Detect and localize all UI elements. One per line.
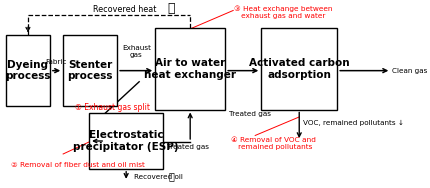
Text: ② Removal of fiber dust and oil mist: ② Removal of fiber dust and oil mist bbox=[11, 162, 145, 168]
Bar bbox=[63, 36, 117, 106]
Text: Stenter
process: Stenter process bbox=[68, 60, 113, 81]
Text: ① Exhaust gas split: ① Exhaust gas split bbox=[75, 103, 150, 112]
Text: Recovered oil: Recovered oil bbox=[134, 174, 183, 180]
Text: Activated carbon
adsorption: Activated carbon adsorption bbox=[249, 58, 350, 80]
Text: VOC, remained pollutants ↓: VOC, remained pollutants ↓ bbox=[303, 120, 404, 127]
Text: Electrostatic
precipitator (ESP): Electrostatic precipitator (ESP) bbox=[74, 130, 179, 152]
Bar bbox=[261, 28, 337, 110]
Text: 🛢: 🛢 bbox=[168, 171, 174, 181]
Text: Recovered heat: Recovered heat bbox=[93, 5, 157, 14]
Text: Clean gas: Clean gas bbox=[393, 68, 428, 74]
Text: Air to water
heat exchanger: Air to water heat exchanger bbox=[144, 58, 236, 80]
Text: Dyeing
process: Dyeing process bbox=[5, 60, 51, 81]
Text: Exhaust
gas: Exhaust gas bbox=[122, 45, 151, 58]
Text: ③ Heat exchange between
   exhaust gas and water: ③ Heat exchange between exhaust gas and … bbox=[234, 6, 333, 19]
Text: ④ Removal of VOC and
   remained pollutants: ④ Removal of VOC and remained pollutants bbox=[231, 137, 316, 150]
Text: Treated gas: Treated gas bbox=[229, 111, 271, 117]
Bar bbox=[6, 36, 50, 106]
Text: 🔥: 🔥 bbox=[167, 2, 175, 15]
Text: Fabric: Fabric bbox=[46, 59, 67, 65]
Bar bbox=[89, 113, 163, 169]
Text: Treated gas: Treated gas bbox=[167, 144, 209, 150]
Bar bbox=[155, 28, 225, 110]
